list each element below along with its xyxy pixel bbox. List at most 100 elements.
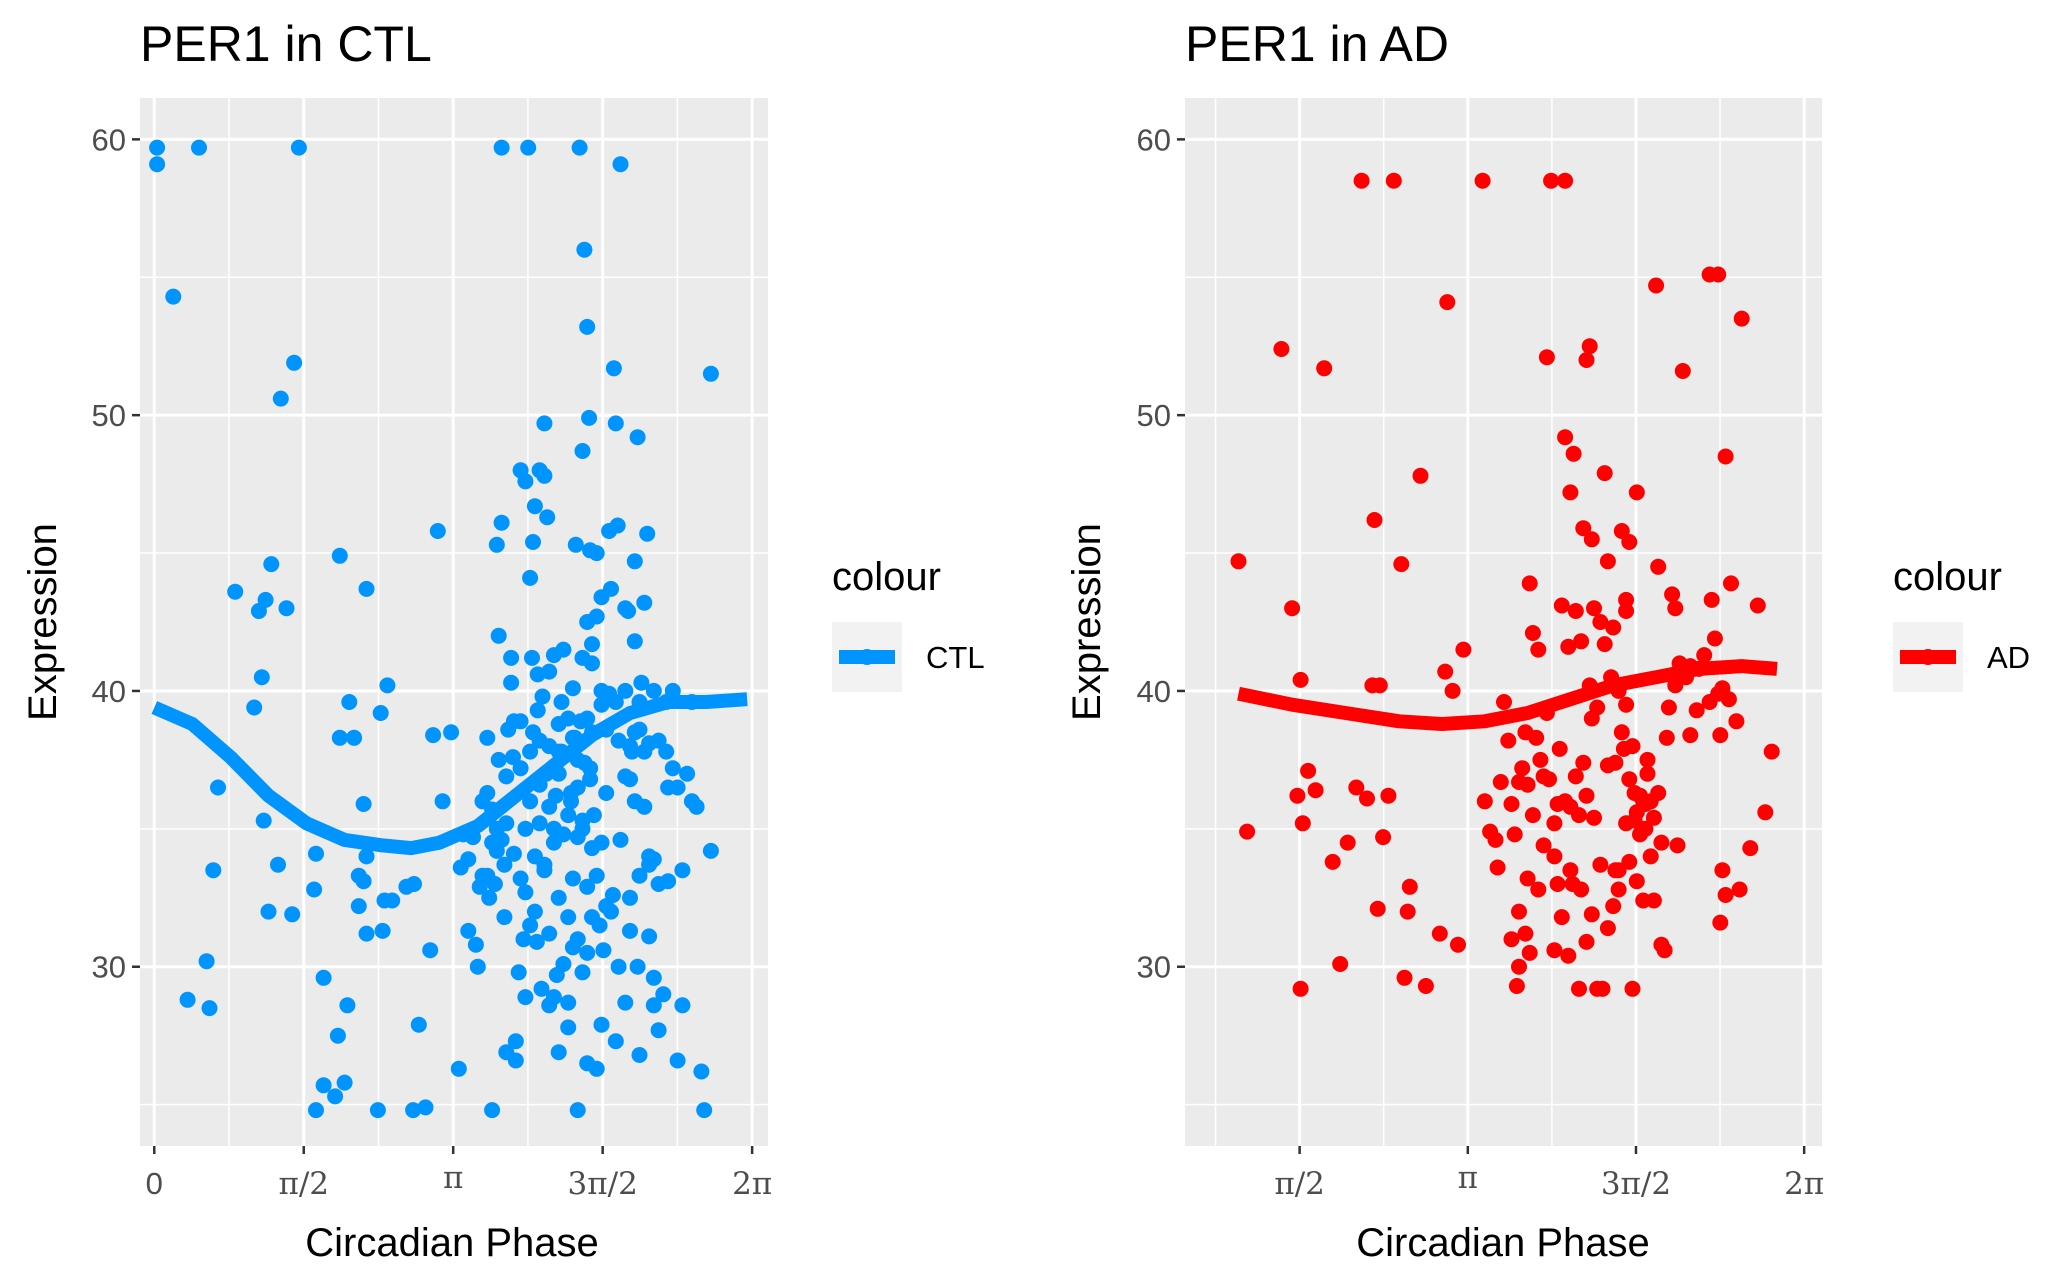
data-point [536,415,553,432]
data-point [550,889,567,906]
data-point [696,1102,713,1119]
data-point [1565,445,1582,462]
legend: colour CTL [832,555,985,692]
data-point [1621,534,1638,550]
data-point [560,807,577,824]
data-point [1632,826,1648,843]
data-point [507,1033,524,1050]
data-point [517,820,534,837]
data-point [1639,751,1656,768]
data-point [524,649,540,666]
data-point [626,553,643,570]
data-point [629,958,646,975]
data-point [479,729,496,746]
data-point [374,922,391,939]
data-point [645,682,662,699]
data-point [471,878,488,895]
fit-curve [1237,659,1778,731]
data-point [1366,512,1383,528]
data-point [669,779,686,796]
data-point [550,1044,567,1061]
data-point [358,925,375,942]
data-point [227,583,244,600]
legend-label: CTL [926,640,985,675]
data-point [1610,881,1627,898]
chart-title: PER1 in CTL [140,16,432,72]
data-point [253,669,270,686]
legend-title: colour [832,555,941,599]
data-point [1332,956,1349,972]
fit-curve-group [1237,659,1778,731]
data-point [1583,531,1600,548]
data-point [429,523,446,539]
data-point [617,682,634,699]
data-point [350,898,367,915]
data-point [545,834,562,851]
data-point [270,856,286,873]
data-point [505,845,522,862]
x-tick-label: 3π/2 [1601,1166,1671,1202]
data-point [1385,172,1402,189]
data-point [1628,484,1645,501]
data-point [490,751,507,768]
data-point [1474,172,1491,189]
data-point [553,694,570,710]
axes: 30 40 50 60 π/2 π 3π/2 2π [1137,122,1825,1202]
data-point [579,318,596,335]
data-point [1624,738,1641,755]
data-point [1645,809,1662,826]
y-axis-title: Expression [21,523,65,721]
data-point [650,1022,667,1039]
data-point [1284,600,1301,617]
data-point [1706,630,1723,647]
data-point [1553,909,1570,926]
data-point [384,892,401,909]
data-point [498,815,515,832]
data-point [165,288,182,305]
data-point [1444,682,1461,699]
data-point [1599,553,1616,570]
data-point [541,925,558,942]
data-point [1489,859,1506,876]
legend-key-point [1920,649,1936,665]
data-point [631,867,648,884]
data-point [533,980,550,997]
data-point [493,831,510,848]
data-point [1492,774,1509,790]
data-point [1292,980,1309,997]
data-point [574,443,591,459]
data-point [1599,757,1616,774]
data-point [149,139,166,156]
data-point [576,241,593,258]
data-point [149,156,166,173]
data-point [263,556,280,573]
legend-key-point [859,649,875,665]
data-point [534,688,551,705]
data-point [507,1052,524,1069]
data-point [626,793,643,810]
data-point [512,870,529,887]
x-axis-title: Circadian Phase [305,1221,599,1265]
data-point [488,536,505,553]
data-point [1300,762,1317,779]
data-point [372,705,389,721]
data-point [639,525,656,542]
data-point [460,922,477,939]
data-point [1437,663,1454,680]
data-point [622,922,638,939]
data-point [1239,823,1256,840]
data-point [1696,647,1713,664]
data-point [1586,600,1602,617]
data-point [564,680,581,697]
y-tick-label: 30 [92,950,126,985]
data-point [201,1000,218,1017]
data-point [1431,925,1448,942]
data-point [1621,771,1638,788]
data-point [1557,429,1574,446]
data-point [522,743,539,760]
data-point [434,793,451,810]
data-point [610,958,627,975]
data-point [1728,713,1745,730]
x-tick-label: π/2 [278,1166,329,1202]
